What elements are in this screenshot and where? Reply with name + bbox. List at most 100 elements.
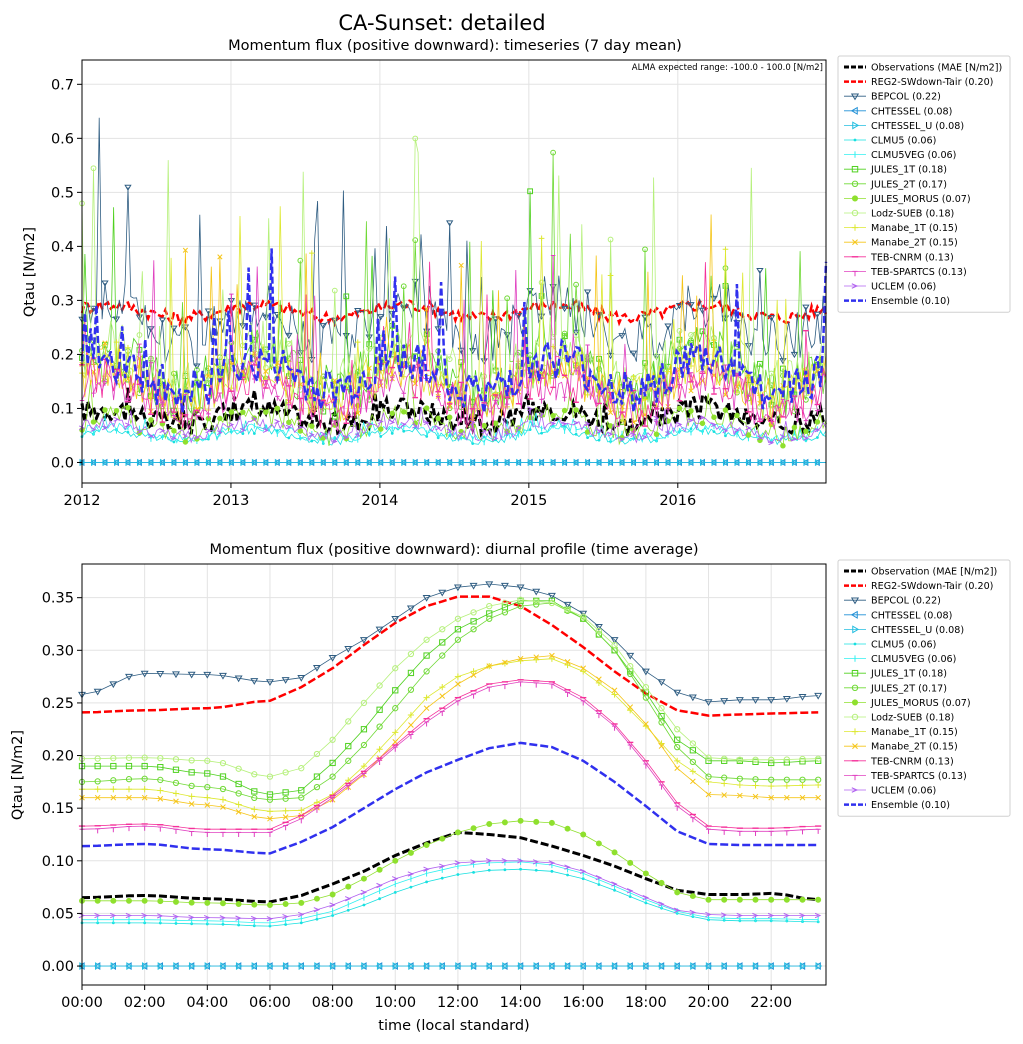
data-point xyxy=(470,672,477,678)
data-point xyxy=(205,428,212,434)
data-point xyxy=(481,428,488,434)
data-point xyxy=(626,888,634,894)
data-point xyxy=(745,425,752,431)
legend-label: CHTESSEL_U (0.08) xyxy=(871,121,964,132)
data-point xyxy=(527,458,534,467)
data-point xyxy=(644,901,648,905)
data-point xyxy=(573,361,579,368)
data-point xyxy=(447,403,453,409)
data-point xyxy=(572,329,580,337)
data-point xyxy=(157,787,164,794)
x-tick-label: 2013 xyxy=(212,493,249,509)
data-point xyxy=(799,794,806,801)
data-point xyxy=(458,458,465,467)
data-point xyxy=(573,458,580,467)
legend-label: CLMU5 (0.06) xyxy=(871,136,936,147)
data-point xyxy=(392,687,399,694)
data-point xyxy=(182,458,190,467)
legend-marker xyxy=(853,138,857,142)
data-point xyxy=(110,786,117,793)
data-point xyxy=(676,327,683,334)
diurnal-ticks: 0.00 0.05 0.10 0.15 0.20 0.25 0.30 0.35 00:00 02:… xyxy=(42,591,792,1011)
data-point xyxy=(675,302,684,310)
data-point xyxy=(136,429,143,435)
data-point xyxy=(345,742,352,750)
data-point xyxy=(282,962,290,971)
data-point xyxy=(188,757,195,764)
data-point xyxy=(313,783,321,791)
data-point xyxy=(203,671,212,679)
data-point xyxy=(93,688,102,696)
data-point xyxy=(673,689,682,697)
data-point xyxy=(435,415,441,422)
data-point xyxy=(723,364,728,370)
data-point xyxy=(611,687,618,694)
y-tick-label: 0.6 xyxy=(51,131,74,147)
data-point xyxy=(160,402,165,407)
data-point xyxy=(596,962,603,971)
data-point xyxy=(359,637,368,644)
data-point xyxy=(408,722,414,728)
data-point xyxy=(282,795,289,802)
data-point xyxy=(172,779,180,787)
data-point xyxy=(486,663,493,669)
data-point xyxy=(297,911,305,918)
data-point xyxy=(674,765,681,772)
data-point xyxy=(113,416,120,422)
data-point xyxy=(711,337,717,344)
data-point xyxy=(315,917,319,921)
data-point xyxy=(574,432,578,436)
data-point xyxy=(379,435,383,438)
data-point xyxy=(711,387,717,393)
data-point xyxy=(170,435,177,441)
data-point xyxy=(216,430,223,436)
data-point xyxy=(711,458,718,467)
diurnal-title: Momentum flux (positive downward): diurn… xyxy=(209,542,698,558)
data-point xyxy=(734,412,740,419)
data-point xyxy=(455,681,461,687)
data-point xyxy=(400,422,407,427)
legend-marker xyxy=(850,597,860,605)
data-point xyxy=(114,458,121,467)
data-point xyxy=(722,265,729,271)
data-point xyxy=(744,343,753,350)
data-point xyxy=(658,901,665,907)
data-point xyxy=(752,912,759,919)
data-point xyxy=(780,458,787,467)
data-point xyxy=(580,962,588,971)
data-point xyxy=(597,883,601,886)
data-point xyxy=(157,913,164,919)
legend-item-jules-2t-0-17: JULES_2T (0.17) xyxy=(844,179,947,190)
data-point xyxy=(194,367,200,373)
series-line xyxy=(81,255,827,433)
data-point xyxy=(584,421,591,427)
series-clmu5-0-06 xyxy=(80,867,820,928)
data-point xyxy=(435,425,442,431)
data-point xyxy=(423,842,430,848)
data-point xyxy=(549,652,555,659)
data-point xyxy=(298,807,305,814)
data-point xyxy=(113,407,120,414)
data-point xyxy=(455,700,461,706)
data-point xyxy=(171,458,178,467)
data-point xyxy=(626,652,635,660)
data-point xyxy=(329,736,336,743)
data-point xyxy=(493,399,498,405)
data-point xyxy=(783,756,790,763)
data-point xyxy=(456,873,460,876)
data-point xyxy=(722,458,730,467)
data-point xyxy=(148,417,154,423)
data-point xyxy=(251,416,258,422)
data-point xyxy=(504,431,511,437)
data-point xyxy=(267,831,273,838)
data-point xyxy=(343,434,350,440)
data-point xyxy=(228,385,235,391)
data-point xyxy=(596,676,602,683)
data-point xyxy=(548,860,556,866)
data-point xyxy=(320,431,327,437)
data-point xyxy=(737,792,743,799)
data-point xyxy=(517,596,524,603)
data-point xyxy=(627,670,634,678)
data-point xyxy=(78,912,86,919)
data-point xyxy=(140,670,149,678)
